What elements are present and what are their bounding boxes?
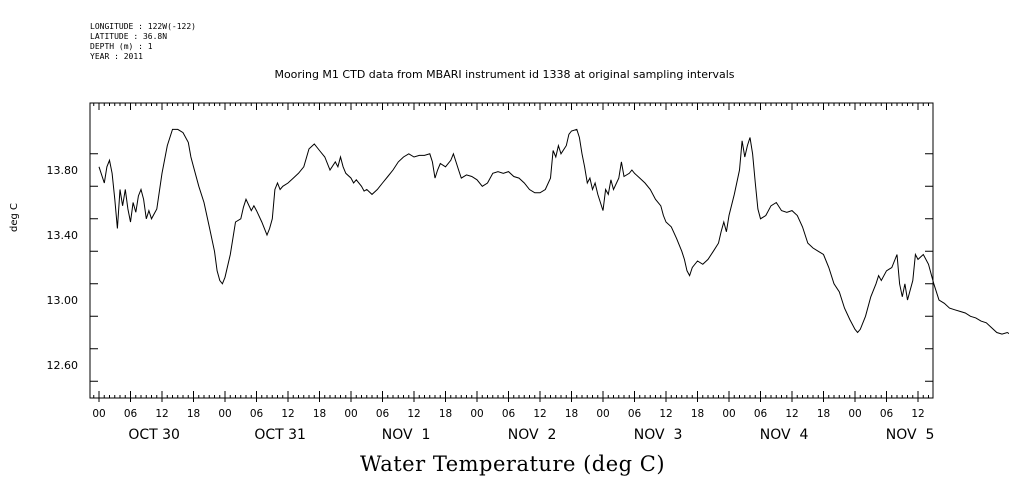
- y-tick-label: 13.40: [47, 229, 79, 242]
- x-tick-label: 00: [722, 408, 735, 420]
- longitude-text: LONGITUDE : 122W(-122): [90, 22, 196, 31]
- x-tick-label: 12: [911, 408, 924, 420]
- plot-frame: [89, 102, 934, 399]
- x-tick-label: 00: [470, 408, 483, 420]
- x-tick-label: 00: [344, 408, 357, 420]
- y-tick-labels: 12.60 13.00 13.40 13.80: [47, 164, 79, 372]
- day-label: NOV 2: [508, 427, 557, 443]
- x-tick-label: 06: [124, 408, 138, 420]
- x-tick-label: 00: [848, 408, 861, 420]
- x-tick-label: 12: [155, 408, 168, 420]
- y-tick-label: 12.60: [47, 359, 79, 372]
- x-tick-label: 18: [691, 408, 704, 420]
- metadata-block: LONGITUDE : 122W(-122) LATITUDE : 36.8N …: [90, 22, 196, 62]
- series-line-water-temperature: [98, 128, 1009, 335]
- x-tick-label: 06: [250, 408, 264, 420]
- y-tick-label: 13.00: [47, 294, 79, 307]
- day-label: NOV 4: [760, 427, 809, 443]
- day-label: NOV 1: [382, 427, 431, 443]
- x-tick-label: 18: [187, 408, 200, 420]
- x-axis-label: Water Temperature (deg C): [359, 452, 666, 476]
- depth-text: DEPTH (m) : 1: [90, 42, 153, 51]
- x-tick-label: 12: [785, 408, 798, 420]
- y-axis-label: deg C: [9, 202, 20, 232]
- x-tick-label: 18: [313, 408, 326, 420]
- x-tick-label: 12: [533, 408, 546, 420]
- x-tick-label: 18: [817, 408, 830, 420]
- x-tick-label: 00: [92, 408, 105, 420]
- y-tick-label: 13.80: [47, 164, 79, 177]
- day-label: OCT 31: [254, 427, 306, 443]
- day-labels: OCT 30 OCT 31 NOV 1 NOV 2 NOV 3 NOV 4 NOV 5: [128, 427, 934, 443]
- day-label: NOV 5: [886, 427, 935, 443]
- year-text: YEAR : 2011: [90, 52, 143, 61]
- x-tick-label: 12: [659, 408, 672, 420]
- x-tick-label: 06: [628, 408, 642, 420]
- day-label: NOV 3: [634, 427, 683, 443]
- x-tick-label: 12: [281, 408, 294, 420]
- x-tick-label: 12: [407, 408, 420, 420]
- axis-ticks: [90, 103, 933, 402]
- x-tick-label: 18: [565, 408, 578, 420]
- x-tick-label: 06: [754, 408, 768, 420]
- x-tick-label: 00: [218, 408, 231, 420]
- x-tick-label: 06: [502, 408, 516, 420]
- latitude-text: LATITUDE : 36.8N: [90, 32, 168, 41]
- chart-title: Mooring M1 CTD data from MBARI instrumen…: [274, 68, 735, 81]
- x-tick-labels: 00 06 12 18 00 06 12 18 00 06 12 18 00 06 12 18 00 06 12 18…: [92, 408, 924, 420]
- day-label: OCT 30: [128, 427, 180, 443]
- x-tick-label: 00: [596, 408, 609, 420]
- x-tick-label: 06: [376, 408, 390, 420]
- x-tick-label: 18: [439, 408, 452, 420]
- x-tick-label: 06: [880, 408, 894, 420]
